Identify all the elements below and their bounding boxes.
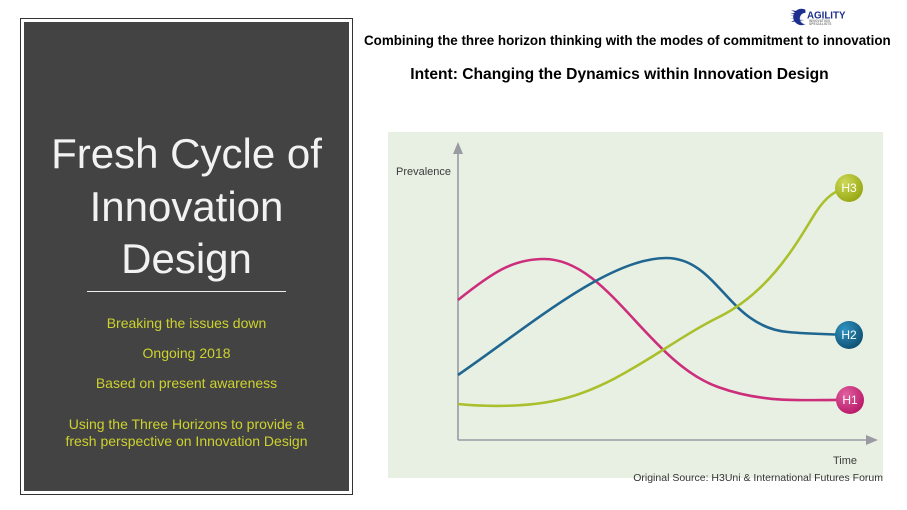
svg-text:H1: H1	[842, 393, 858, 407]
svg-text:H2: H2	[841, 328, 857, 342]
svg-text:Prevalence: Prevalence	[396, 166, 451, 178]
svg-text:H3: H3	[841, 181, 857, 195]
svg-text:Time: Time	[833, 455, 857, 467]
svg-text:SPECIALISTS: SPECIALISTS	[809, 22, 832, 26]
